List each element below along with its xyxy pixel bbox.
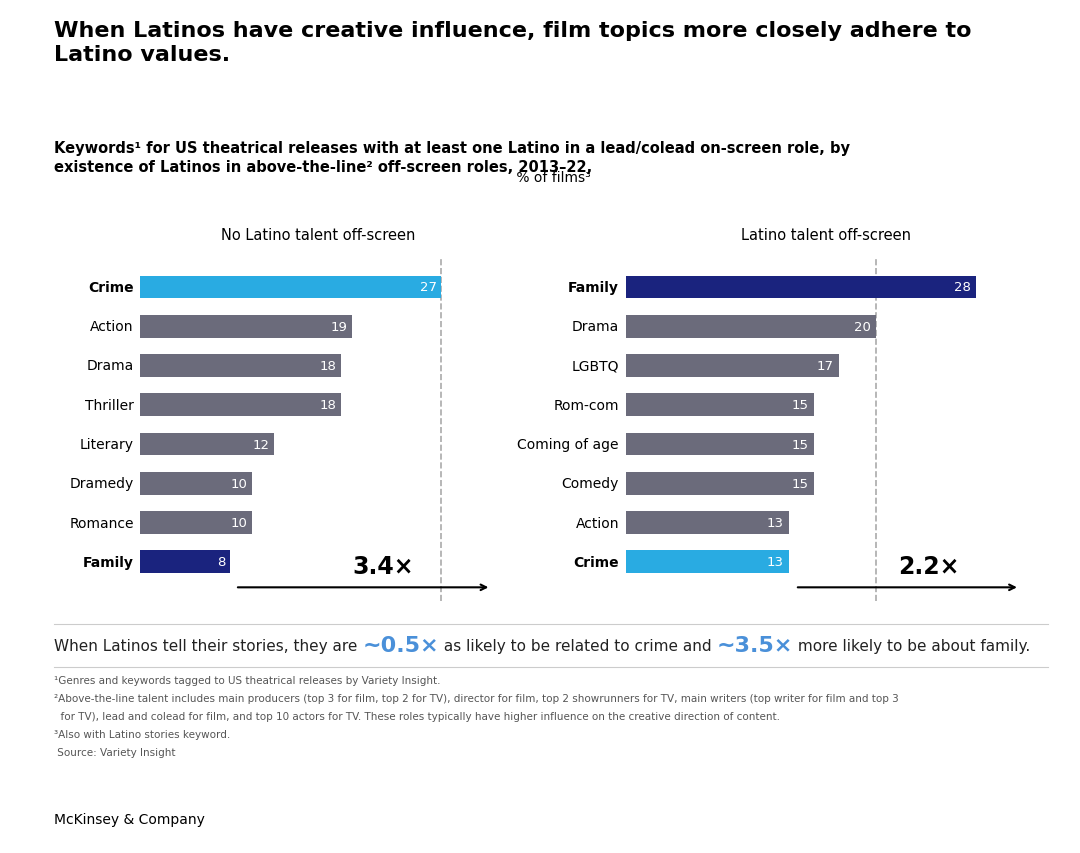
- Text: Keywords¹ for US theatrical releases with at least one Latino in a lead/colead o: Keywords¹ for US theatrical releases wit…: [54, 141, 850, 175]
- Text: Dramedy: Dramedy: [69, 477, 134, 490]
- Text: Family: Family: [83, 555, 134, 569]
- Text: Coming of age: Coming of age: [517, 438, 619, 451]
- Text: Crime: Crime: [89, 281, 134, 294]
- Text: for TV), lead and colead for film, and top 10 actors for TV. These roles typical: for TV), lead and colead for film, and t…: [54, 711, 780, 722]
- Text: 8: 8: [217, 555, 225, 569]
- Text: 10: 10: [230, 477, 247, 490]
- Bar: [140, 433, 274, 456]
- Bar: [140, 355, 341, 377]
- Bar: [140, 316, 352, 338]
- Text: 10: 10: [230, 516, 247, 530]
- Text: 28: 28: [955, 281, 971, 294]
- Text: ²Above-the-line talent includes main producers (top 3 for film, top 2 for TV), d: ²Above-the-line talent includes main pro…: [54, 693, 899, 704]
- Bar: [626, 276, 976, 299]
- Text: ¹Genres and keywords tagged to US theatrical releases by Variety Insight.: ¹Genres and keywords tagged to US theatr…: [54, 676, 441, 686]
- Text: Drama: Drama: [571, 320, 619, 334]
- Text: as likely to be related to crime and: as likely to be related to crime and: [438, 638, 716, 653]
- Bar: [626, 512, 788, 534]
- Text: ~0.5×: ~0.5×: [362, 635, 438, 656]
- Text: 2.2×: 2.2×: [899, 554, 960, 577]
- Text: Action: Action: [91, 320, 134, 334]
- Text: 15: 15: [792, 438, 809, 451]
- Text: Family: Family: [568, 281, 619, 294]
- Text: 15: 15: [792, 477, 809, 490]
- Text: LGBTQ: LGBTQ: [571, 359, 619, 373]
- Bar: [140, 473, 252, 495]
- Bar: [140, 512, 252, 534]
- Text: 13: 13: [767, 516, 784, 530]
- Bar: [626, 316, 876, 338]
- Text: Latino talent off-screen: Latino talent off-screen: [741, 228, 912, 243]
- Text: Thriller: Thriller: [85, 398, 134, 412]
- Text: Rom-com: Rom-com: [553, 398, 619, 412]
- Text: Action: Action: [576, 516, 619, 530]
- Text: 18: 18: [320, 399, 337, 412]
- Text: 3.4×: 3.4×: [352, 554, 414, 577]
- Bar: [626, 551, 788, 573]
- Bar: [140, 276, 441, 299]
- Text: 13: 13: [767, 555, 784, 569]
- Text: 27: 27: [420, 281, 436, 294]
- Text: ³Also with Latino stories keyword.: ³Also with Latino stories keyword.: [54, 729, 230, 740]
- Text: McKinsey & Company: McKinsey & Company: [54, 812, 205, 826]
- Text: When Latinos tell their stories, they are: When Latinos tell their stories, they ar…: [54, 638, 362, 653]
- Text: ~3.5×: ~3.5×: [716, 635, 793, 656]
- Text: When Latinos have creative influence, film topics more closely adhere to
Latino : When Latinos have creative influence, fi…: [54, 21, 972, 66]
- Text: 19: 19: [330, 321, 348, 334]
- Text: 17: 17: [816, 360, 834, 373]
- Bar: [626, 473, 813, 495]
- Bar: [626, 433, 813, 456]
- Text: No Latino talent off-screen: No Latino talent off-screen: [221, 228, 416, 243]
- Text: 12: 12: [253, 438, 270, 451]
- Text: Comedy: Comedy: [562, 477, 619, 490]
- Text: 20: 20: [854, 321, 872, 334]
- Bar: [626, 355, 839, 377]
- Text: more likely to be about family.: more likely to be about family.: [793, 638, 1030, 653]
- Text: Romance: Romance: [69, 516, 134, 530]
- Text: 18: 18: [320, 360, 337, 373]
- Text: % of films³: % of films³: [512, 171, 591, 184]
- Text: 15: 15: [792, 399, 809, 412]
- Bar: [140, 394, 341, 416]
- Text: Source: Variety Insight: Source: Variety Insight: [54, 747, 175, 757]
- Text: Crime: Crime: [573, 555, 619, 569]
- Bar: [626, 394, 813, 416]
- Text: Literary: Literary: [80, 438, 134, 451]
- Text: Drama: Drama: [86, 359, 134, 373]
- Bar: [140, 551, 229, 573]
